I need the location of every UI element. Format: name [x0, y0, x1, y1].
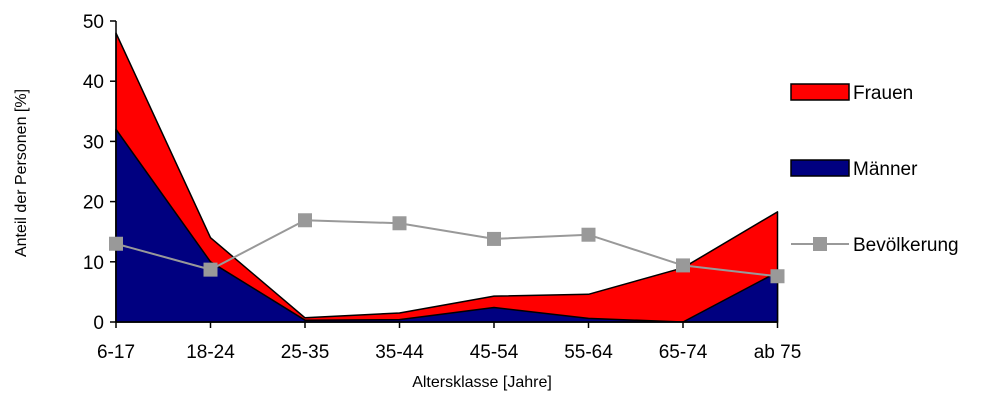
line-point-marker [581, 227, 596, 242]
legend-label-frauen: Frauen [853, 83, 913, 104]
x-tick-label: 25-35 [281, 342, 330, 363]
x-tick-label: 35-44 [375, 342, 424, 363]
legend-swatch-frauen [790, 83, 850, 101]
line-point-marker [203, 262, 218, 277]
x-tick-label: 65-74 [659, 342, 708, 363]
line-point-marker [676, 258, 690, 273]
legend-marker-bevölkerung [813, 237, 827, 251]
y-tick-label: 50 [83, 12, 104, 33]
x-tick-label: 45-54 [470, 342, 519, 363]
y-tick-label: 30 [83, 132, 104, 153]
x-tick-label: 6-17 [97, 342, 135, 363]
legend-label-männer: Männer [853, 159, 918, 180]
line-point-marker [109, 236, 123, 251]
area-layer [115, 32, 779, 323]
line-point-marker [298, 213, 312, 228]
area-series-männer [115, 128, 779, 323]
x-ticks: 6-17 18-24 25-35 35-44 45-54 55-64 65-74 ab 75 [97, 322, 801, 363]
line-point-marker [392, 216, 407, 231]
y-tick-label: 40 [83, 72, 104, 93]
y-tick-label: 20 [83, 193, 104, 214]
x-tick-label: 18-24 [186, 342, 235, 363]
legend-label-bevölkerung: Bevölkerung [853, 235, 959, 256]
x-tick-label: ab 75 [754, 342, 802, 363]
line-series-bevölkerung [115, 219, 778, 278]
y-tick-label: 10 [83, 253, 104, 274]
y-tick-label: 0 [93, 313, 104, 334]
legend-swatch-männer [790, 159, 850, 177]
x-tick-label: 55-64 [564, 342, 613, 363]
line-point-marker [770, 269, 785, 284]
line-layer [109, 213, 785, 284]
y-ticks: 0 10 20 30 40 50 [83, 12, 116, 334]
axes [115, 21, 778, 323]
legend: Frauen Männer Bevölkerung [790, 83, 959, 256]
x-axis-label: Altersklasse [Jahre] [412, 374, 552, 391]
y-axis-label: Anteil der Personen [%] [13, 89, 30, 257]
line-point-marker [487, 231, 501, 246]
